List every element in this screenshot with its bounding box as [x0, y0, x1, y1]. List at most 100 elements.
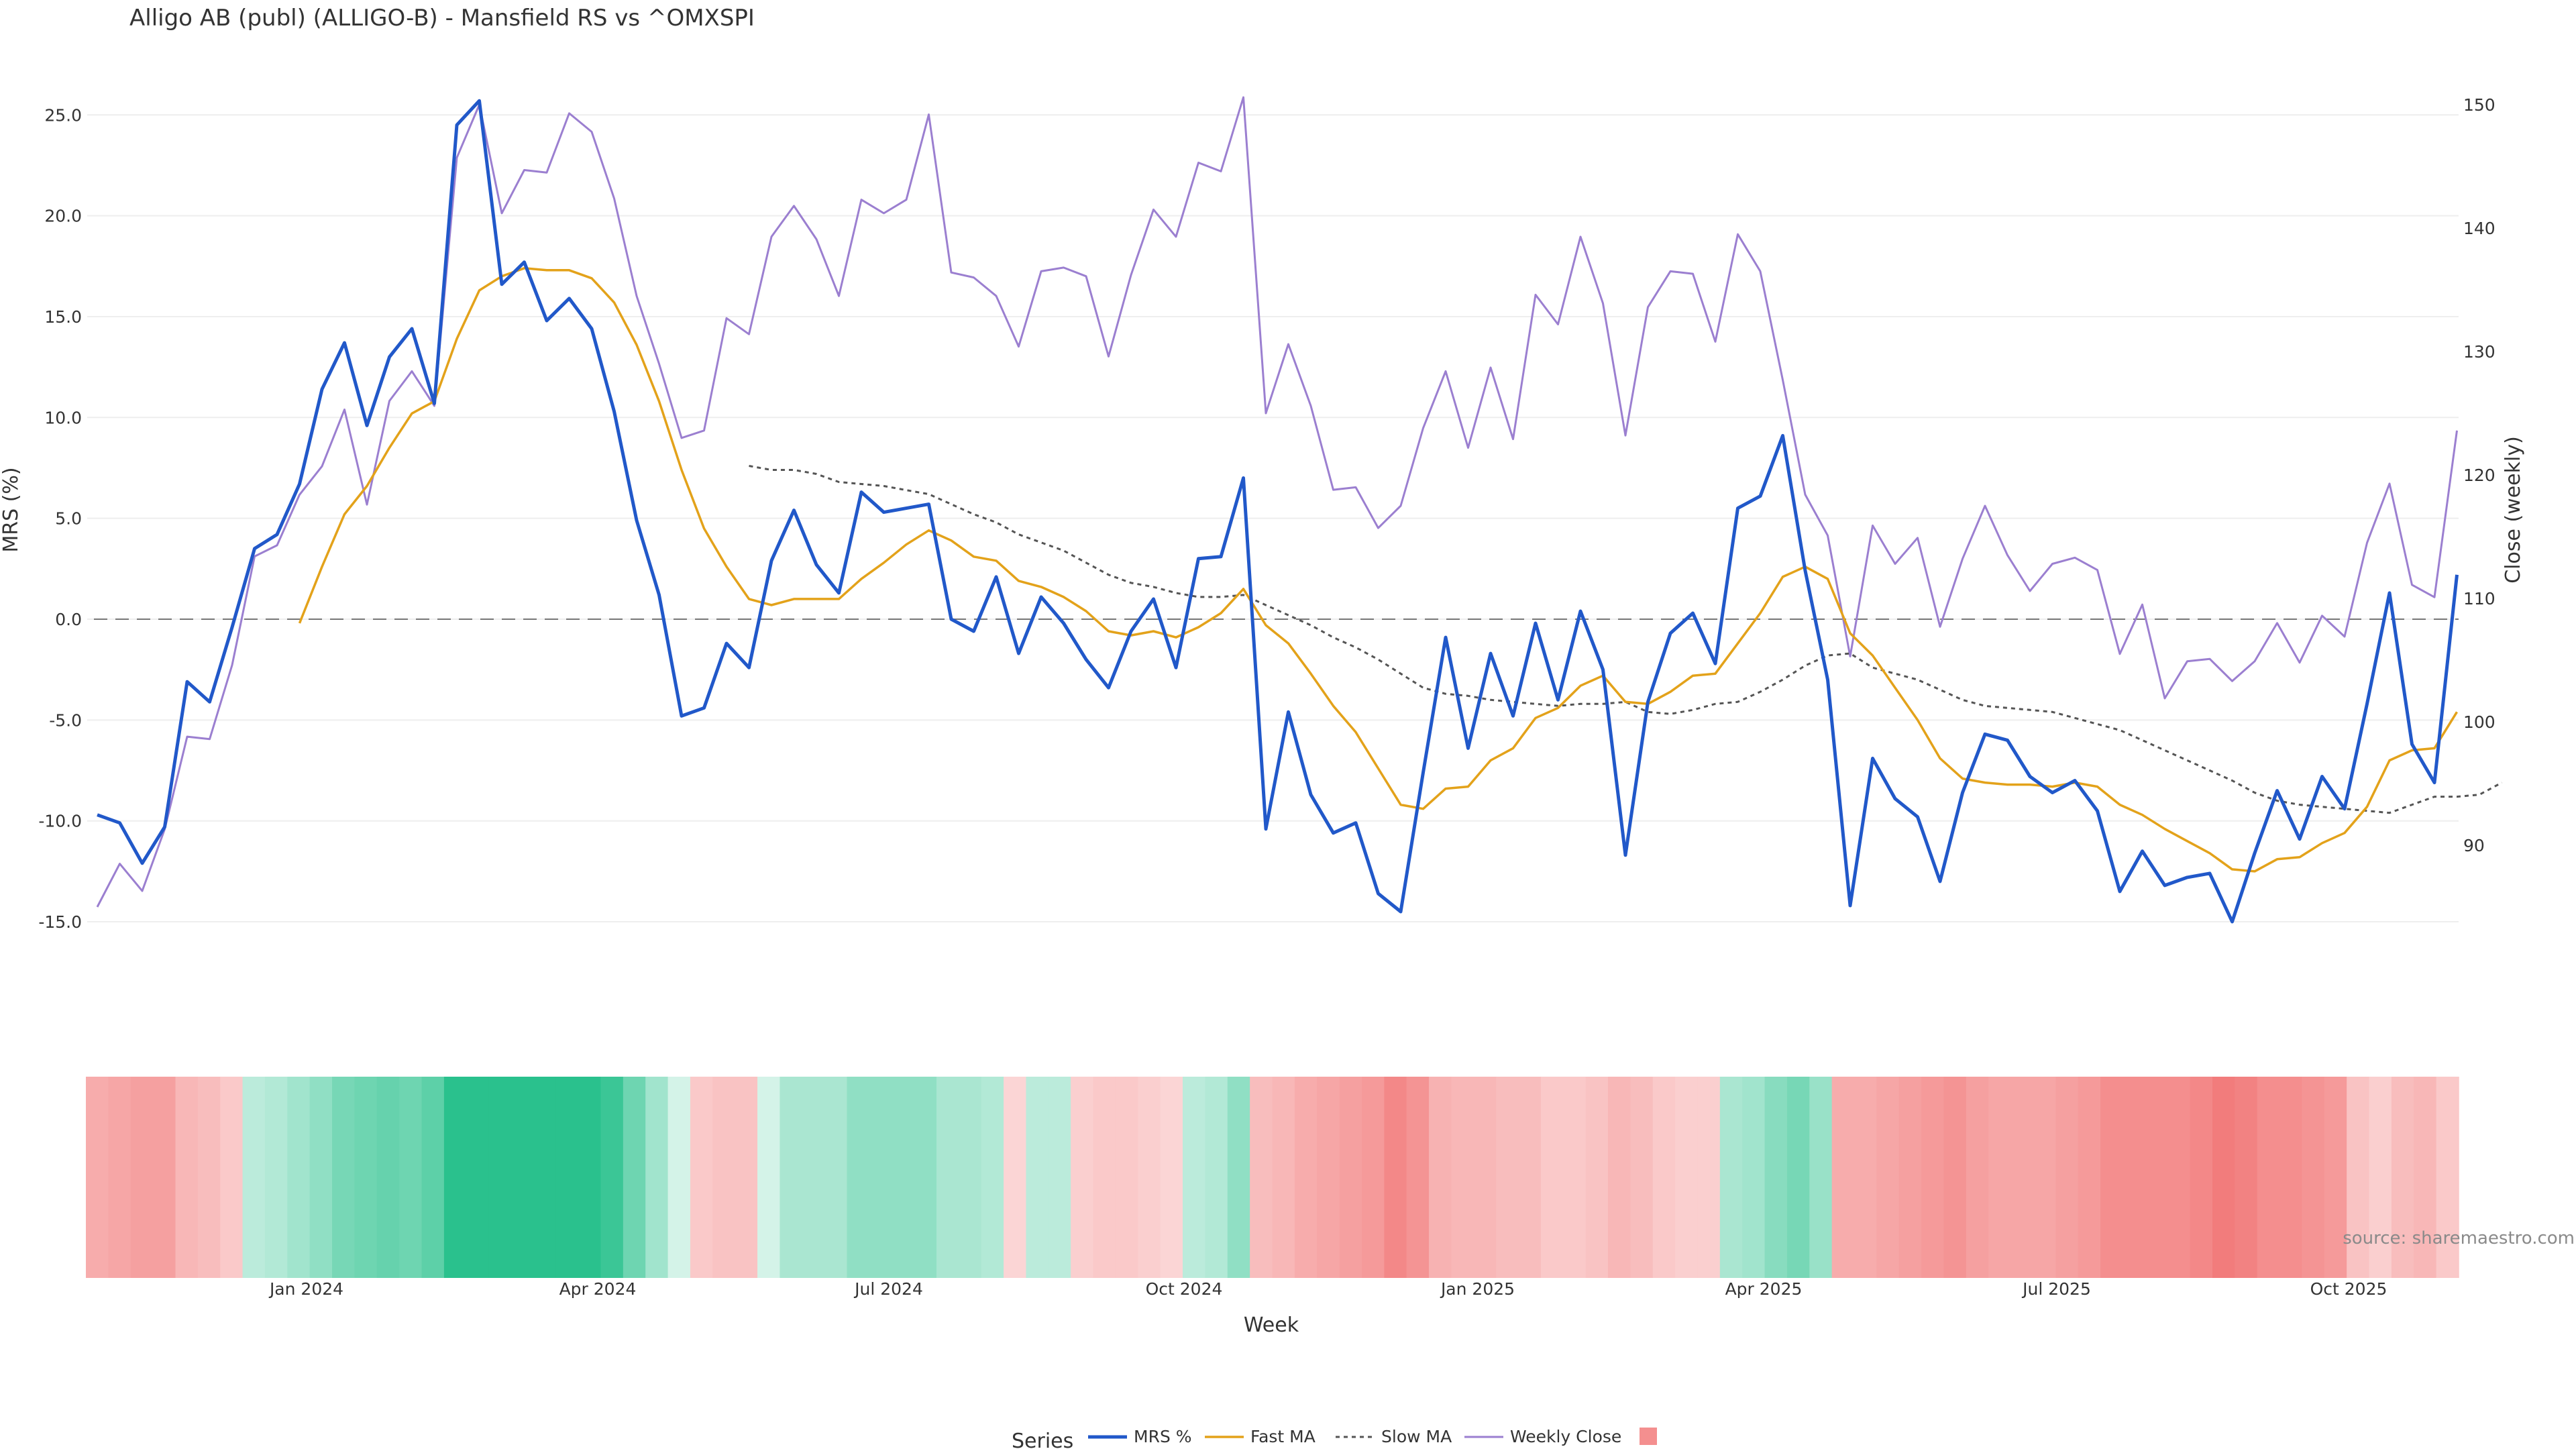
heatmap-cell — [1652, 1077, 1676, 1278]
heatmap-cell — [443, 1077, 468, 1278]
heatmap-cell — [1183, 1077, 1206, 1278]
heatmap-cell — [1966, 1077, 1990, 1278]
heatmap-cell — [86, 1077, 109, 1278]
heatmap-cell — [2414, 1077, 2437, 1278]
legend-label: Fast MA — [1250, 1427, 1316, 1446]
heatmap-cell — [824, 1077, 848, 1278]
right-tick-label: 140 — [2463, 219, 2496, 238]
heatmap-cell — [153, 1077, 176, 1278]
heatmap-cell — [690, 1077, 714, 1278]
heatmap-cell — [600, 1077, 624, 1278]
right-tick-label: 130 — [2463, 342, 2496, 362]
legend-label: MRS % — [1134, 1427, 1192, 1446]
heatmap-cell — [1608, 1077, 1631, 1278]
heatmap-cell — [981, 1077, 1004, 1278]
weekly-close-line — [96, 96, 2458, 908]
heatmap-cell — [488, 1077, 512, 1278]
heatmap-cell — [2257, 1077, 2280, 1278]
heatmap-cell — [2123, 1077, 2146, 1278]
heatmap-cell — [735, 1077, 758, 1278]
heatmap-cell — [1943, 1077, 1967, 1278]
heatmap-cell — [1317, 1077, 1340, 1278]
heatmap-cell — [780, 1077, 803, 1278]
x-axis-label: Week — [1244, 1313, 1299, 1337]
heatmap-cell — [197, 1077, 221, 1278]
legend-weekly-close: Weekly Close — [1464, 1427, 1621, 1446]
heatmap-cell — [1160, 1077, 1183, 1278]
heatmap-cell — [936, 1077, 960, 1278]
fast-ma-line — [298, 267, 2458, 873]
x-tick-label: Oct 2024 — [1146, 1279, 1223, 1299]
source-note: source: sharemaestro.com — [2343, 1228, 2575, 1248]
heatmap-cell — [1809, 1077, 1833, 1278]
heatmap-cell — [2145, 1077, 2169, 1278]
heatmap-cell — [1205, 1077, 1228, 1278]
x-tick-label: Jan 2024 — [268, 1279, 343, 1299]
slow-ma-line — [749, 465, 2503, 814]
heatmap-cell — [623, 1077, 646, 1278]
legend-label: Slow MA — [1381, 1427, 1452, 1446]
heatmap-cell — [533, 1077, 557, 1278]
legend-title: Series — [1012, 1430, 1073, 1449]
heatmap-cell — [2010, 1077, 2034, 1278]
heatmap-cell — [108, 1077, 131, 1278]
heatmap-cell — [959, 1077, 982, 1278]
heatmap-cell — [220, 1077, 244, 1278]
chart-title: Alligo AB (publ) (ALLIGO-B) - Mansfield … — [129, 5, 755, 32]
heatmap-cell — [2436, 1077, 2459, 1278]
heatmap-cell — [1742, 1077, 1766, 1278]
heatmap-cell — [1675, 1077, 1699, 1278]
heatmap-cell — [1451, 1077, 1474, 1278]
heatmap-cell — [309, 1077, 333, 1278]
heatmap-cell — [1384, 1077, 1407, 1278]
left-y-axis-label: MRS (%) — [0, 467, 23, 552]
heatmap-cell — [1250, 1077, 1273, 1278]
heatmap-cell — [1048, 1077, 1071, 1278]
x-tick-label: Apr 2025 — [1725, 1279, 1803, 1299]
heatmap-cell — [1854, 1077, 1878, 1278]
heatmap-cell — [287, 1077, 311, 1278]
heatmap-cell — [264, 1077, 288, 1278]
heatmap-cell — [1898, 1077, 1922, 1278]
heatmap-cell — [2055, 1077, 2079, 1278]
heatmap-cell — [1876, 1077, 1900, 1278]
heatmap-cell — [667, 1077, 691, 1278]
left-tick-label: 0.0 — [55, 610, 82, 629]
heatmap-cell — [130, 1077, 154, 1278]
heatmap-cell — [712, 1077, 736, 1278]
heatmap-cell — [2279, 1077, 2303, 1278]
left-tick-label: -5.0 — [49, 710, 82, 730]
right-y-axis-label: Close (weekly) — [2502, 436, 2525, 584]
heatmap-cell — [1272, 1077, 1295, 1278]
heatmap-cell — [1429, 1077, 1452, 1278]
heatmap-cell — [2078, 1077, 2101, 1278]
heatmap-cell — [1004, 1077, 1027, 1278]
heatmap-cell — [466, 1077, 490, 1278]
heatmap-cell — [175, 1077, 199, 1278]
heatmap-cell — [2369, 1077, 2392, 1278]
x-tick-label: Apr 2024 — [559, 1279, 637, 1299]
heatmap-cell — [1630, 1077, 1654, 1278]
right-tick-label: 110 — [2463, 589, 2496, 608]
legend-slow-ma: Slow MA — [1336, 1427, 1452, 1446]
heatmap-cell — [578, 1077, 602, 1278]
legend-mrs: MRS % — [1088, 1427, 1192, 1446]
heatmap-cell — [645, 1077, 669, 1278]
heatmap-cell — [2391, 1077, 2415, 1278]
heatmap-cell — [1406, 1077, 1430, 1278]
legend-label: Weekly Close — [1510, 1427, 1621, 1446]
heatmap-cell — [2235, 1077, 2258, 1278]
heatmap-cell — [1563, 1077, 1587, 1278]
heatmap-cell — [1831, 1077, 1855, 1278]
heatmap-cell — [1786, 1077, 1811, 1278]
left-tick-label: 15.0 — [44, 307, 82, 327]
heatmap-cell — [1026, 1077, 1049, 1278]
heatmap-cell — [914, 1077, 937, 1278]
right-y-axis: 150 140 130 120 110 100 90 — [2463, 95, 2496, 855]
right-tick-label: 100 — [2463, 712, 2496, 732]
left-tick-label: 10.0 — [44, 408, 82, 427]
heatmap-cell — [1719, 1077, 1743, 1278]
heatmap-cell — [511, 1077, 535, 1278]
heatmap-cell — [1518, 1077, 1542, 1278]
heatmap-cell — [1496, 1077, 1519, 1278]
